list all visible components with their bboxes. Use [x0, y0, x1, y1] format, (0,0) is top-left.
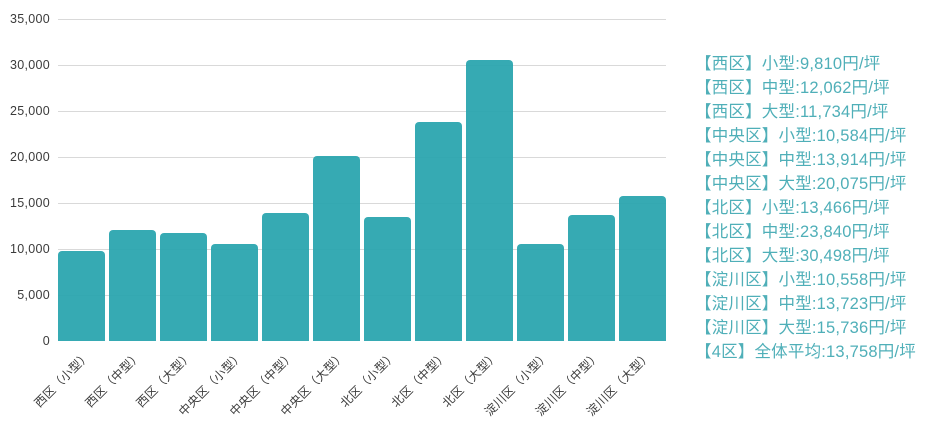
gridline	[58, 65, 666, 66]
y-axis-tick-label: 30,000	[9, 58, 50, 72]
y-axis-tick-label: 35,000	[9, 12, 50, 26]
legend-item: 【中央区】大型:20,075円/坪	[695, 175, 907, 193]
bar	[211, 243, 258, 341]
bar	[109, 230, 156, 341]
legend-item: 【淀川区】中型:13,723円/坪	[695, 295, 907, 313]
bars-layer	[58, 19, 666, 341]
y-axis-tick-label: 10,000	[9, 242, 50, 256]
bar	[262, 213, 309, 341]
bar	[517, 243, 564, 341]
gridline	[58, 19, 666, 20]
legend-item: 【西区】大型:11,734円/坪	[695, 103, 889, 121]
legend-item: 【北区】小型:13,466円/坪	[695, 199, 890, 217]
legend-item: 【西区】小型:9,810円/坪	[695, 55, 881, 73]
bar	[313, 156, 360, 341]
gridline	[58, 111, 666, 112]
gridline	[58, 249, 666, 250]
y-axis-tick-label: 5,000	[17, 288, 50, 302]
bar	[58, 250, 105, 341]
bar	[619, 196, 666, 341]
y-axis-tick-label: 20,000	[9, 150, 50, 164]
y-axis-tick-label: 15,000	[9, 196, 50, 210]
gridline	[58, 203, 666, 204]
bar	[466, 60, 513, 341]
bar	[160, 233, 207, 341]
gridline	[58, 295, 666, 296]
bar	[364, 217, 411, 341]
legend-item: 【中央区】中型:13,914円/坪	[695, 151, 907, 169]
legend-item: 【4区】全体平均:13,758円/坪	[695, 343, 916, 361]
bar	[415, 121, 462, 341]
legend-item: 【淀川区】小型:10,558円/坪	[695, 271, 907, 289]
legend-item: 【西区】中型:12,062円/坪	[695, 79, 890, 97]
y-axis-tick-label: 0	[42, 334, 50, 348]
bar-chart-plot-area	[58, 19, 666, 341]
legend-item: 【中央区】小型:10,584円/坪	[695, 127, 907, 145]
y-axis-tick-label: 25,000	[9, 104, 50, 118]
bar	[568, 214, 615, 341]
legend-item: 【淀川区】大型:15,736円/坪	[695, 319, 907, 337]
gridline	[58, 157, 666, 158]
legend-item: 【北区】中型:23,840円/坪	[695, 223, 890, 241]
chart-legend: 【西区】小型:9,810円/坪 【西区】中型:12,062円/坪 【西区】大型:11…	[695, 52, 937, 364]
legend-item: 【北区】大型:30,498円/坪	[695, 247, 890, 265]
